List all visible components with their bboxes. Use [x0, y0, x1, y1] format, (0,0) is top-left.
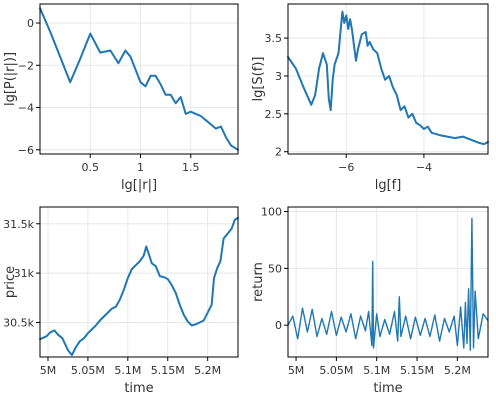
x-tick-label: 5.05M [319, 364, 353, 377]
series-line-return [287, 217, 489, 351]
x-axis-label: lg[f] [375, 178, 402, 193]
y-axis-label: lg[P(|r|)] [3, 52, 18, 106]
x-tick-label: 1.5 [182, 161, 200, 174]
series-line-spectrum [287, 10, 489, 146]
y-tick-label: 50 [268, 262, 282, 275]
y-tick-label: 3 [275, 70, 282, 83]
plot-frame [287, 206, 489, 358]
x-tick-label: 5.2M [194, 364, 221, 377]
x-tick-label: 5.05M [71, 364, 105, 377]
x-tick-label: −4 [416, 161, 432, 174]
x-tick-label: 5.1M [363, 364, 390, 377]
y-tick-label: 30.5k [3, 316, 34, 329]
subplot-pdf: 0.5 1 1.5 −6 −4 −2 0 lg[|r|] lg[P(|r|)] [3, 3, 239, 193]
series-line-pdf [39, 7, 239, 151]
subplot-return: 5M 5.05M 5.1M 5.15M 5.2M 0 50 100 time return [251, 206, 489, 396]
subplot-spectrum: −6 −4 2 2.5 3 3.5 lg[f] lg[S(f)] [251, 3, 489, 193]
plot-frame [287, 3, 489, 155]
x-tick-label: 5.1M [114, 364, 141, 377]
subplot-price: 5M 5.05M 5.1M 5.15M 5.2M 30.5k 31k 31.5k time pri… [3, 206, 239, 396]
y-tick-label: −6 [18, 144, 34, 157]
x-tick-label: −6 [338, 161, 354, 174]
x-tick-label: 1 [137, 161, 144, 174]
x-tick-label: 5.2M [444, 364, 471, 377]
x-tick-label: 5.15M [400, 364, 434, 377]
y-tick-label: 31k [14, 267, 35, 280]
x-tick-label: 5.15M [151, 364, 185, 377]
plot-frame [39, 3, 239, 155]
y-tick-label: 2.5 [265, 108, 283, 121]
y-axis-label: return [251, 262, 266, 302]
x-axis-label: time [124, 381, 153, 396]
x-axis-label: lg[|r|] [121, 178, 157, 193]
plot-frame [39, 206, 239, 358]
y-tick-label: 31.5k [3, 218, 34, 231]
y-tick-label: 100 [261, 206, 282, 219]
y-tick-label: 0 [27, 17, 34, 30]
y-tick-label: 3.5 [265, 32, 283, 45]
y-tick-label: −2 [18, 59, 34, 72]
x-tick-label: 0.5 [82, 161, 100, 174]
y-tick-label: −4 [18, 102, 34, 115]
x-tick-label: 5M [288, 364, 305, 377]
x-tick-label: 5M [40, 364, 57, 377]
series-line-price [39, 216, 239, 356]
y-axis-label: price [3, 266, 18, 298]
y-axis-label: lg[S(f)] [251, 57, 266, 102]
x-axis-label: time [373, 381, 402, 396]
y-tick-label: 2 [275, 146, 282, 159]
y-tick-label: 0 [275, 319, 282, 332]
